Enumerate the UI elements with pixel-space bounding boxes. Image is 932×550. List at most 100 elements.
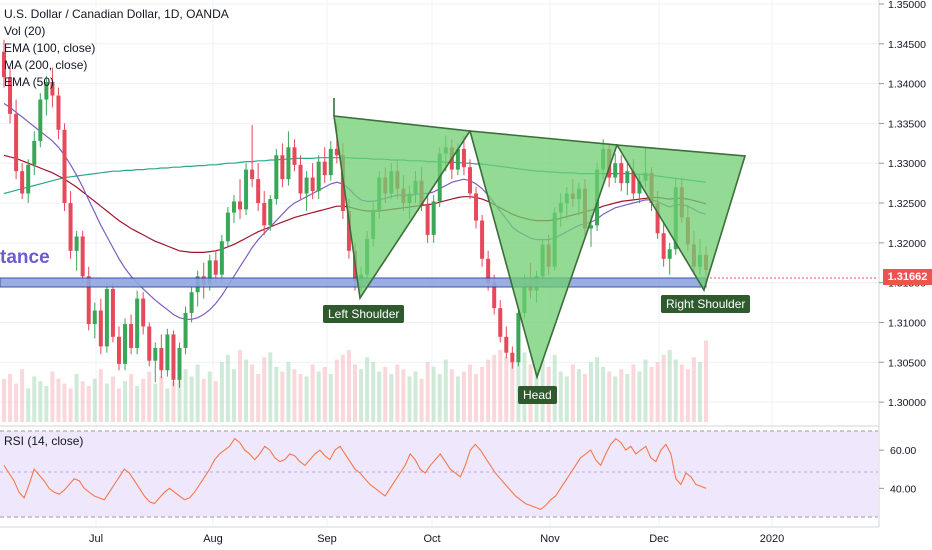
volume-bar: [14, 383, 19, 422]
candle-body: [98, 310, 103, 347]
candle-body: [135, 298, 140, 348]
candle-body: [141, 298, 146, 327]
volume-bar: [86, 386, 91, 422]
candle-body: [50, 82, 55, 96]
head-shoulders-pattern: [0, 98, 878, 380]
volume-bar: [68, 388, 73, 422]
volume-bar: [407, 376, 412, 422]
study-ema50[interactable]: EMA (50): [4, 75, 55, 89]
last-price-tag: 1.31662: [883, 269, 932, 285]
volume-bar: [298, 374, 303, 422]
price-tick-label: 1.35000: [888, 0, 926, 11]
resistance-label: tance: [0, 247, 50, 268]
volume-bar: [80, 381, 85, 422]
price-tick-label: 1.32500: [888, 198, 926, 210]
volume-bar: [225, 354, 230, 422]
volume-bar: [371, 362, 376, 422]
volume-bar: [195, 364, 200, 422]
volume-bar: [219, 362, 224, 422]
volume-bar: [56, 378, 61, 422]
volume-bar: [449, 369, 454, 422]
volume-bar: [455, 376, 460, 422]
volume-bar: [637, 371, 642, 422]
study-vol[interactable]: Vol (20): [4, 24, 46, 38]
candle-body: [510, 352, 515, 363]
rsi-title[interactable]: RSI (14, close): [4, 434, 84, 448]
volume-bar: [238, 350, 243, 422]
price-tick-label: 1.32000: [888, 238, 926, 250]
volume-bar: [98, 369, 103, 422]
candle-body: [153, 347, 158, 361]
candle-body: [62, 129, 67, 204]
candle-body: [286, 147, 291, 180]
candle-body: [328, 148, 333, 176]
candle-body: [2, 51, 6, 78]
volume-bar: [595, 357, 600, 422]
volume-bar: [292, 369, 297, 422]
candle-body: [207, 260, 212, 285]
volume-bar: [492, 354, 497, 422]
chart-legend: U.S. Dollar / Canadian Dollar, 1D, OANDA…: [4, 6, 229, 91]
time-axis[interactable]: Jul Aug Sep Oct Nov Dec 2020: [0, 425, 879, 545]
candle-body: [467, 167, 472, 194]
volume-bar: [334, 359, 339, 422]
volume-bar: [244, 359, 249, 422]
candle-body: [461, 148, 466, 168]
candle-body: [44, 82, 49, 100]
candle-body: [32, 140, 37, 165]
study-ma200[interactable]: MA (200, close): [4, 58, 88, 72]
candle-body: [159, 347, 164, 371]
volume-bar: [159, 376, 164, 422]
study-ema100[interactable]: EMA (100, close): [4, 41, 96, 55]
volume-bar: [322, 366, 327, 422]
candle-body: [504, 336, 509, 353]
rsi-line: [3, 437, 707, 511]
volume-bar: [679, 364, 684, 422]
candle-body: [92, 310, 97, 325]
candle-body: [238, 201, 243, 210]
volume-bar: [413, 371, 418, 422]
volume-bar: [474, 374, 479, 422]
volume-bar: [365, 357, 370, 422]
volume-bar: [286, 362, 291, 422]
volume-bar: [401, 369, 406, 422]
candle-body: [631, 171, 636, 194]
volume-bar: [649, 366, 654, 422]
candle-body: [225, 212, 230, 242]
candle-body: [20, 171, 25, 194]
volume-bar: [177, 374, 182, 422]
volume-bar: [147, 371, 152, 422]
candle-body: [613, 163, 618, 178]
candle-body: [667, 249, 672, 259]
candle-body: [480, 220, 485, 259]
volume-bar: [685, 369, 690, 422]
volume-bar: [516, 345, 521, 422]
volume-bar: [425, 362, 430, 422]
price-axis[interactable]: 1.300001.305001.310001.315001.320001.325…: [878, 0, 926, 527]
volume-bar: [268, 352, 273, 422]
price-tick-label: 1.31000: [888, 317, 926, 329]
volume-bar: [377, 371, 382, 422]
volume-bar: [129, 374, 134, 422]
volume-bar: [189, 376, 194, 422]
volume-bar: [280, 371, 285, 422]
candle-body: [492, 282, 497, 309]
volume-bar: [92, 378, 97, 422]
candle-body: [244, 169, 249, 210]
candle-body: [334, 148, 339, 156]
left-shoulder-label: Left Shoulder: [323, 305, 405, 323]
candle-body: [256, 179, 261, 204]
time-tick-label: Aug: [203, 533, 223, 545]
volume-bar: [395, 364, 400, 422]
candle-body: [425, 204, 430, 235]
volume-bar: [8, 374, 13, 422]
volume-bar: [20, 369, 25, 422]
volume-bar: [704, 340, 708, 422]
rsi-tick-label: 40.00: [890, 483, 916, 495]
chart-title: U.S. Dollar / Canadian Dollar, 1D, OANDA: [4, 7, 229, 21]
price-tick-label: 1.34000: [888, 79, 926, 91]
volume-bar: [213, 381, 218, 422]
candle-body: [431, 201, 436, 235]
candle-body: [74, 236, 79, 251]
